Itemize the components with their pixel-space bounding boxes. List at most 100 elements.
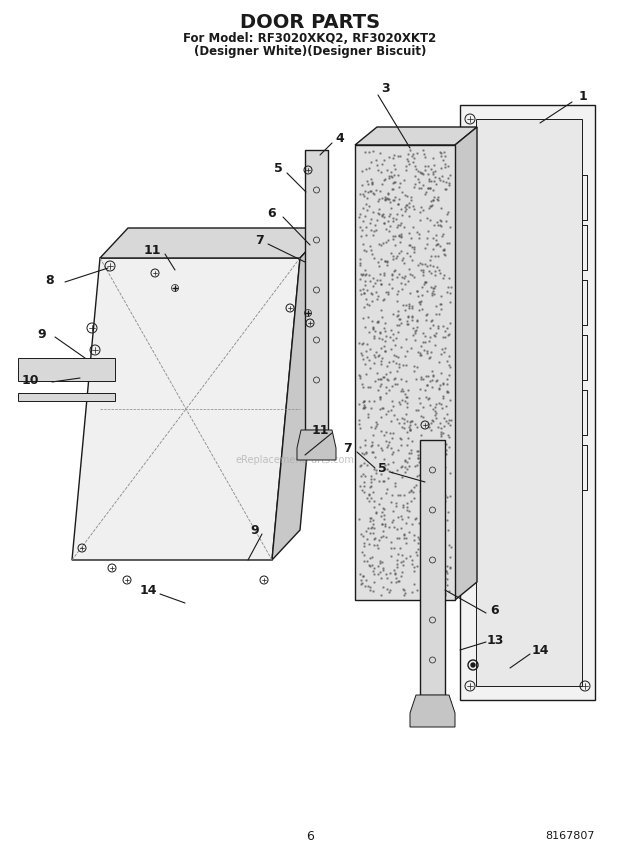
Point	[440, 342, 450, 355]
Point	[402, 152, 412, 165]
Point	[414, 542, 423, 556]
Point	[432, 456, 442, 470]
Point	[423, 442, 433, 455]
Point	[418, 264, 428, 277]
Point	[387, 466, 397, 479]
Point	[358, 187, 368, 200]
Point	[441, 443, 451, 457]
Point	[440, 330, 450, 344]
Point	[402, 496, 412, 510]
Point	[445, 295, 455, 309]
Point	[359, 300, 369, 314]
Point	[397, 420, 407, 434]
Point	[368, 323, 378, 336]
Point	[392, 309, 402, 323]
Point	[355, 397, 365, 411]
Text: 7: 7	[343, 442, 352, 455]
Point	[436, 586, 446, 599]
Point	[423, 351, 433, 365]
Point	[408, 147, 418, 161]
Point	[432, 216, 441, 229]
Text: 9: 9	[38, 329, 46, 342]
Point	[415, 200, 425, 214]
Point	[397, 460, 407, 473]
Point	[360, 433, 370, 447]
Point	[436, 425, 446, 438]
Point	[445, 584, 454, 597]
Point	[405, 550, 415, 563]
Point	[368, 435, 378, 449]
Point	[405, 143, 415, 157]
Point	[392, 220, 402, 234]
Point	[366, 184, 376, 198]
Point	[440, 242, 450, 256]
Point	[368, 224, 378, 238]
Point	[388, 514, 398, 527]
Point	[374, 184, 384, 198]
Point	[414, 345, 423, 359]
Point	[392, 531, 402, 544]
Point	[425, 437, 435, 450]
Point	[442, 513, 452, 526]
Point	[371, 223, 381, 236]
Point	[435, 218, 445, 232]
Point	[416, 428, 426, 442]
Point	[417, 258, 427, 271]
Point	[363, 407, 373, 420]
Point	[356, 163, 366, 177]
Point	[442, 207, 452, 221]
Point	[363, 410, 373, 424]
Point	[385, 194, 395, 208]
Point	[363, 491, 373, 505]
Point	[360, 401, 370, 414]
Point	[394, 360, 404, 374]
Point	[356, 347, 366, 360]
Point	[442, 354, 452, 368]
Point	[417, 302, 427, 316]
Point	[381, 486, 391, 500]
Point	[428, 520, 438, 534]
Point	[442, 377, 452, 391]
Point	[416, 372, 426, 386]
Point	[386, 342, 396, 356]
Point	[412, 313, 422, 327]
Point	[361, 220, 371, 234]
Point	[407, 253, 417, 267]
Point	[388, 455, 398, 469]
Point	[414, 231, 424, 245]
Point	[428, 152, 438, 165]
Point	[411, 324, 421, 337]
Point	[409, 490, 419, 504]
Point	[428, 369, 438, 383]
Point	[363, 532, 373, 545]
Point	[415, 205, 425, 218]
Point	[427, 472, 436, 485]
Point	[417, 556, 427, 570]
Point	[369, 532, 379, 546]
Point	[402, 437, 412, 451]
Point	[436, 201, 446, 215]
Point	[386, 567, 396, 580]
Point	[374, 259, 384, 272]
Point	[397, 186, 407, 199]
Point	[443, 428, 453, 442]
Point	[356, 267, 366, 281]
Text: 6: 6	[306, 829, 314, 842]
Point	[373, 163, 383, 176]
Point	[412, 451, 422, 465]
Point	[440, 525, 450, 538]
Point	[431, 375, 441, 389]
Text: 13: 13	[486, 633, 503, 646]
Point	[405, 423, 415, 437]
Point	[355, 421, 365, 435]
Point	[396, 431, 405, 444]
Point	[384, 277, 394, 291]
Point	[357, 348, 367, 361]
Point	[366, 420, 376, 434]
Point	[396, 244, 406, 258]
Point	[376, 354, 386, 368]
Point	[444, 413, 454, 427]
Point	[372, 417, 382, 431]
Point	[424, 587, 434, 601]
Point	[404, 158, 414, 171]
